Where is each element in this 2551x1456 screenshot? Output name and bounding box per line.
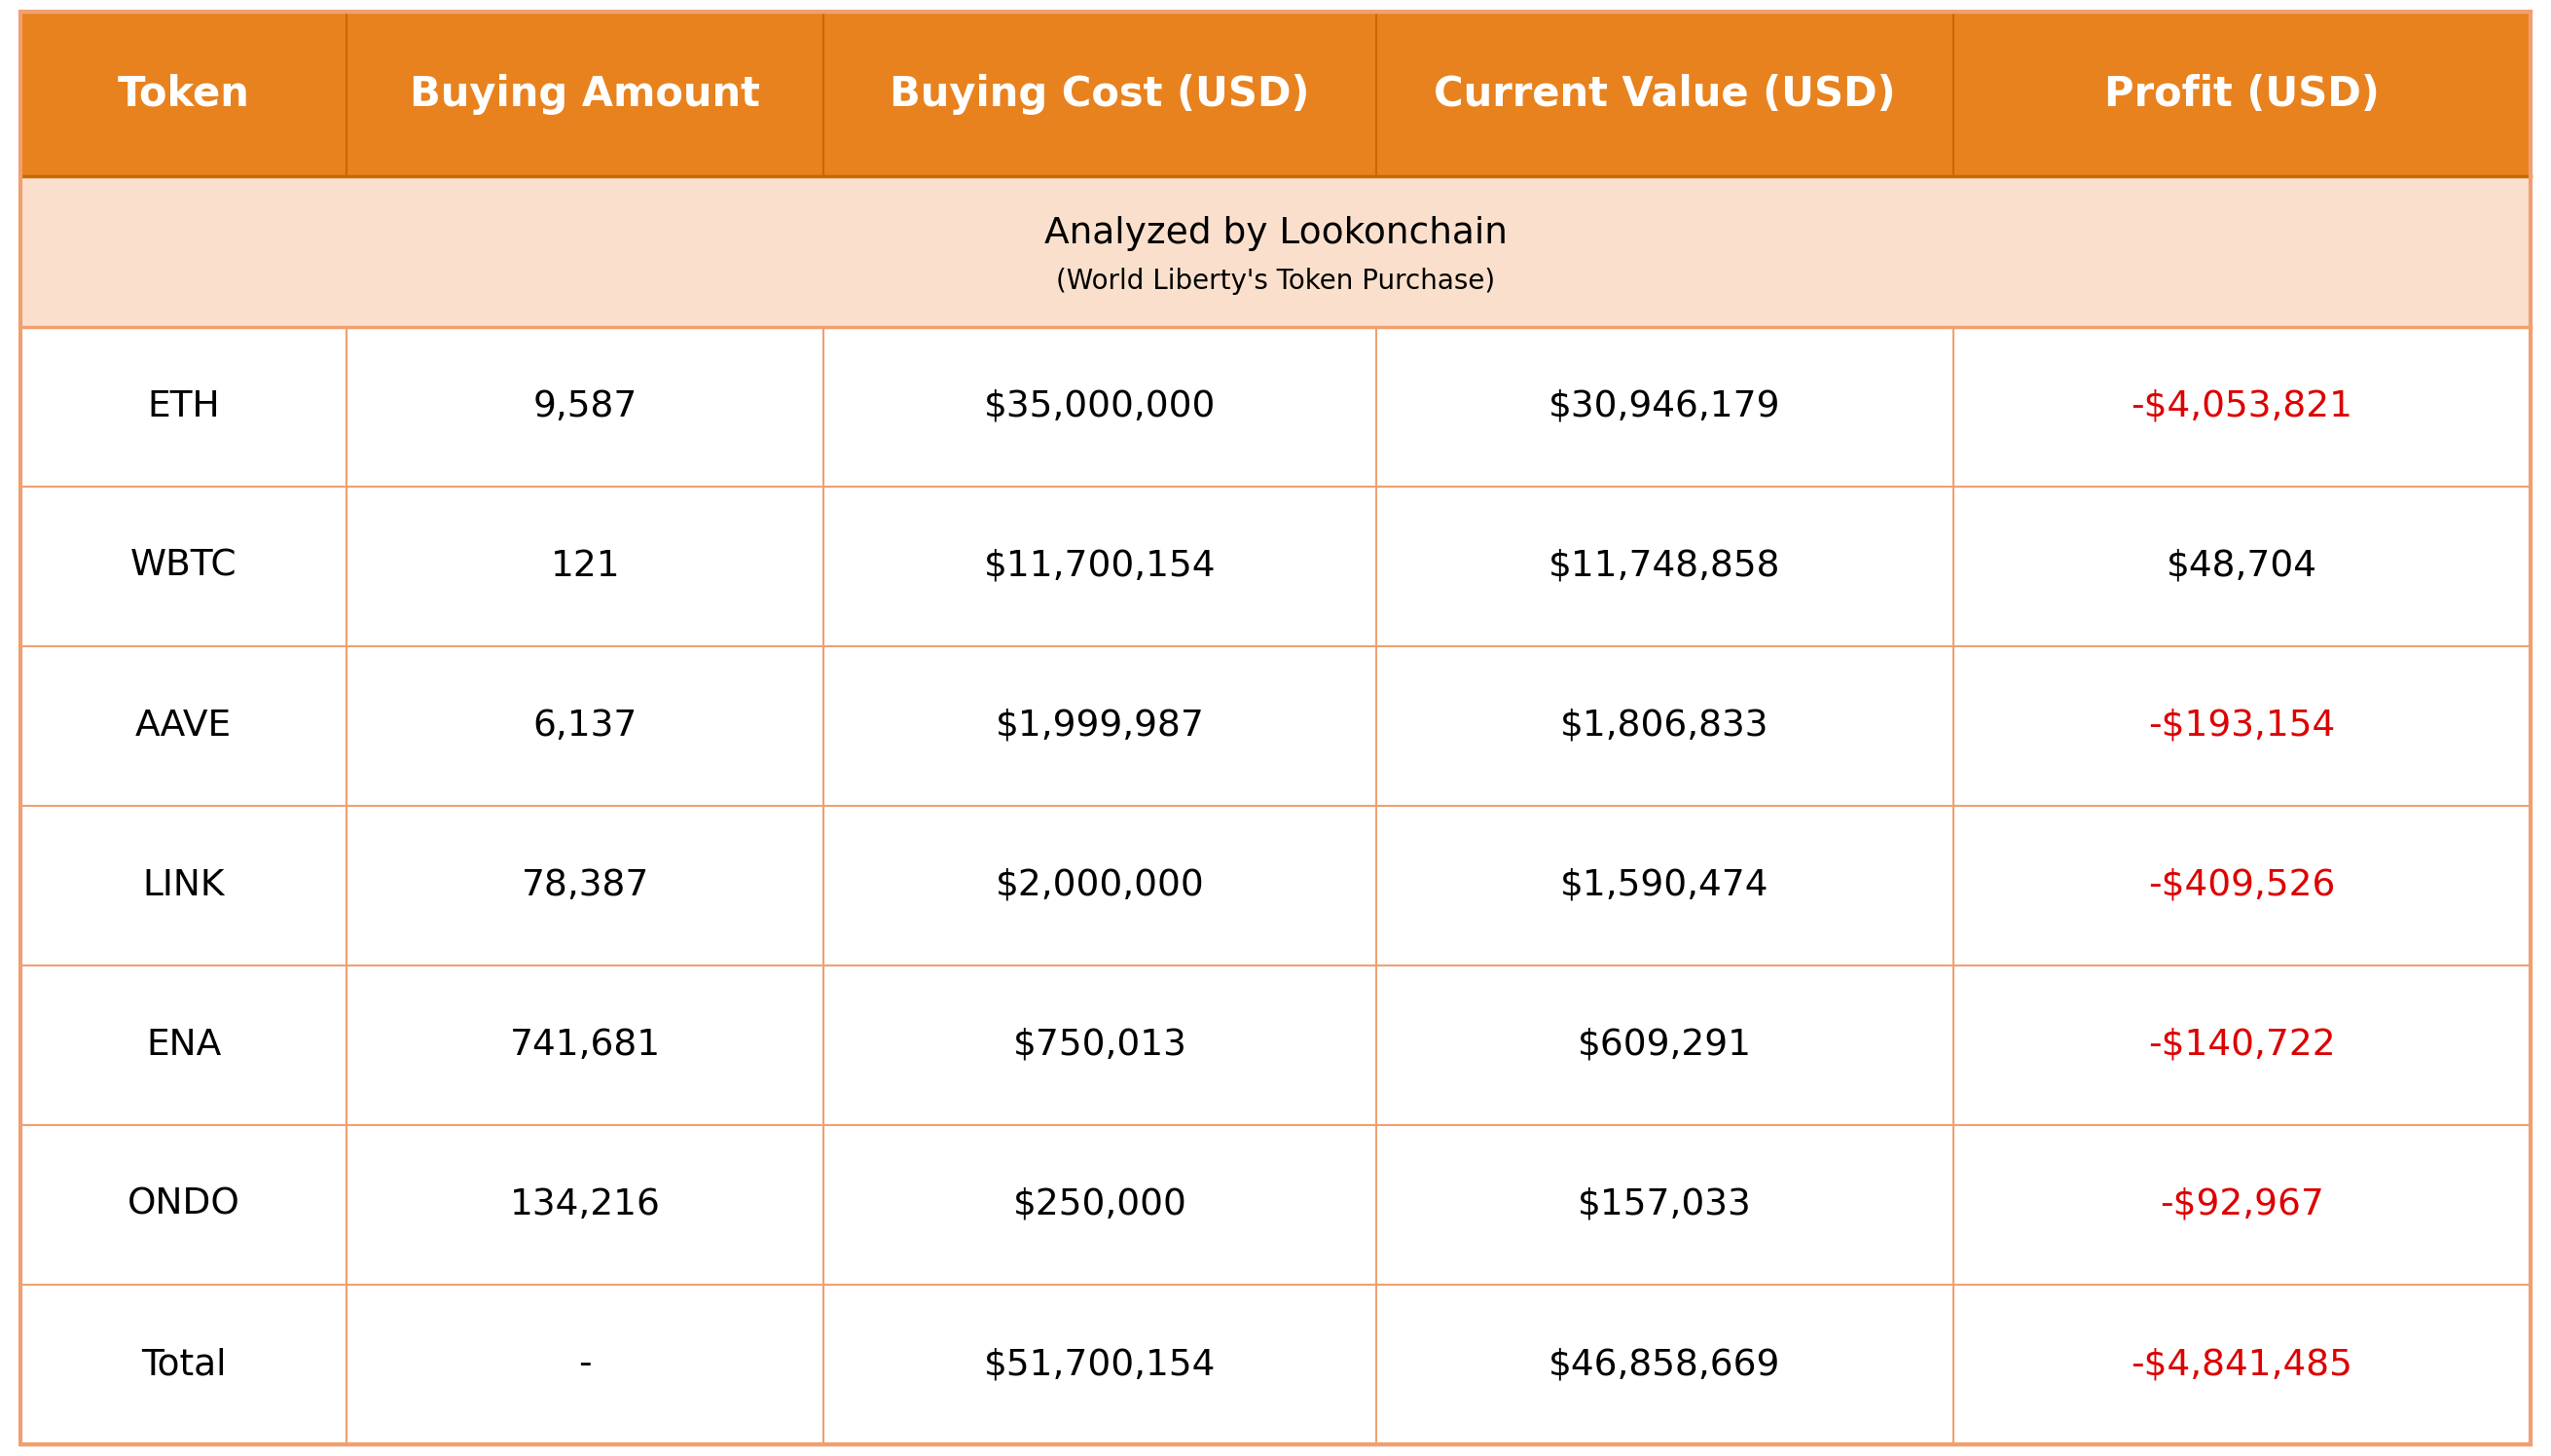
Text: ENA: ENA xyxy=(145,1028,222,1063)
Text: WBTC: WBTC xyxy=(130,549,237,584)
Text: $250,000: $250,000 xyxy=(1013,1187,1186,1223)
Text: $609,291: $609,291 xyxy=(1577,1028,1753,1063)
Text: AAVE: AAVE xyxy=(135,709,232,744)
Text: ETH: ETH xyxy=(148,389,219,424)
Bar xyxy=(20,1284,2531,1444)
Text: $750,013: $750,013 xyxy=(1013,1028,1186,1063)
Text: Buying Cost (USD): Buying Cost (USD) xyxy=(890,74,1309,115)
Text: $11,700,154: $11,700,154 xyxy=(985,549,1217,584)
Text: Profit (USD): Profit (USD) xyxy=(2105,74,2380,115)
Text: -$409,526: -$409,526 xyxy=(2148,868,2337,903)
Bar xyxy=(20,486,2531,646)
Text: $30,946,179: $30,946,179 xyxy=(1548,389,1781,424)
Bar xyxy=(20,1125,2531,1284)
Text: 134,216: 134,216 xyxy=(510,1187,661,1223)
Text: 741,681: 741,681 xyxy=(510,1028,661,1063)
Text: $48,704: $48,704 xyxy=(2166,549,2316,584)
Text: 78,387: 78,387 xyxy=(520,868,648,903)
Text: (World Liberty's Token Purchase): (World Liberty's Token Purchase) xyxy=(1056,268,1495,296)
Text: LINK: LINK xyxy=(143,868,224,903)
Text: $35,000,000: $35,000,000 xyxy=(985,389,1217,424)
Text: -$4,053,821: -$4,053,821 xyxy=(2130,389,2352,424)
Bar xyxy=(20,805,2531,965)
Bar xyxy=(20,12,2531,176)
Text: Token: Token xyxy=(117,74,250,115)
Text: 6,137: 6,137 xyxy=(533,709,638,744)
Text: Total: Total xyxy=(140,1347,227,1382)
Text: -$4,841,485: -$4,841,485 xyxy=(2130,1347,2352,1382)
Text: Analyzed by Lookonchain: Analyzed by Lookonchain xyxy=(1043,215,1508,250)
Text: 9,587: 9,587 xyxy=(533,389,638,424)
Text: $51,700,154: $51,700,154 xyxy=(985,1347,1217,1382)
Text: $46,858,669: $46,858,669 xyxy=(1548,1347,1781,1382)
Bar xyxy=(20,176,2531,326)
Bar xyxy=(20,646,2531,805)
Text: ONDO: ONDO xyxy=(128,1187,240,1223)
Text: -$92,967: -$92,967 xyxy=(2161,1187,2324,1223)
Text: -$193,154: -$193,154 xyxy=(2148,709,2337,744)
Bar xyxy=(20,965,2531,1125)
Text: $11,748,858: $11,748,858 xyxy=(1548,549,1781,584)
Text: -$140,722: -$140,722 xyxy=(2148,1028,2337,1063)
Text: 121: 121 xyxy=(551,549,620,584)
Text: Current Value (USD): Current Value (USD) xyxy=(1434,74,1895,115)
Text: -: - xyxy=(579,1347,592,1382)
Text: $1,999,987: $1,999,987 xyxy=(995,709,1204,744)
Text: Buying Amount: Buying Amount xyxy=(411,74,760,115)
Text: $157,033: $157,033 xyxy=(1577,1187,1753,1223)
Text: $1,806,833: $1,806,833 xyxy=(1561,709,1768,744)
Text: $1,590,474: $1,590,474 xyxy=(1561,868,1768,903)
Text: $2,000,000: $2,000,000 xyxy=(995,868,1204,903)
Bar xyxy=(20,326,2531,486)
